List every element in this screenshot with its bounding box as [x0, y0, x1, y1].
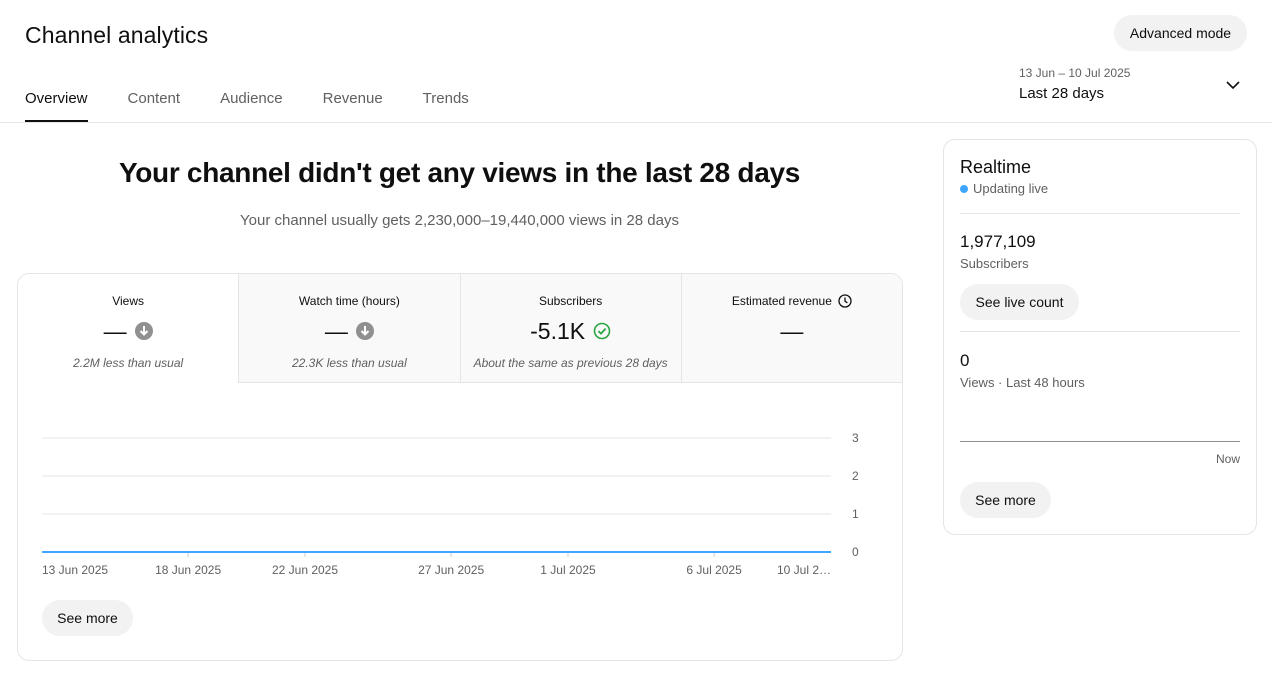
- tab-overview[interactable]: Overview: [25, 86, 88, 123]
- summary-subtext: Your channel usually gets 2,230,000–19,4…: [240, 212, 679, 229]
- metric-value: -5.1K: [530, 317, 586, 344]
- metric-tabs: Views — 2.2M less than usual Watch time …: [18, 274, 902, 383]
- tab-revenue[interactable]: Revenue: [322, 90, 383, 107]
- metric-value: —: [103, 317, 127, 344]
- overview-chart-card: Views — 2.2M less than usual Watch time …: [17, 273, 903, 661]
- chevron-down-icon[interactable]: [1226, 80, 1240, 90]
- metric-views[interactable]: Views — 2.2M less than usual: [18, 274, 239, 383]
- header-divider: [0, 122, 1272, 123]
- date-range-dates: 13 Jun – 10 Jul 2025: [1019, 66, 1131, 80]
- metric-note: About the same as previous 28 days: [473, 356, 668, 370]
- metric-estimated-revenue[interactable]: Estimated revenue —: [680, 274, 902, 383]
- tab-bar: Overview Content Audience Revenue Trends: [25, 86, 509, 123]
- metric-label: Watch time (hours): [298, 294, 400, 308]
- date-range-picker[interactable]: 13 Jun – 10 Jul 2025 Last 28 days: [1019, 66, 1244, 110]
- live-dot-icon: [960, 184, 968, 193]
- x-tick-label: 18 Jun 2025: [155, 563, 221, 577]
- page-title: Channel analytics: [25, 22, 209, 48]
- metric-value: —: [780, 317, 804, 344]
- y-tick-label: 0: [852, 545, 859, 559]
- metric-subscribers[interactable]: Subscribers -5.1K About the same as prev…: [459, 274, 681, 383]
- divider: [960, 331, 1240, 332]
- chart-see-more-button[interactable]: See more: [42, 600, 133, 636]
- realtime-now-label: Now: [1215, 452, 1240, 466]
- metric-label: Views: [112, 294, 145, 308]
- clock-icon: [838, 294, 852, 308]
- realtime-views-label: Views · Last 48 hours: [960, 375, 1085, 390]
- y-tick-label: 3: [852, 431, 859, 445]
- x-tick-label: 10 Jul 2…: [777, 563, 831, 577]
- x-tick-label: 22 Jun 2025: [272, 563, 338, 577]
- tab-trends[interactable]: Trends: [422, 90, 469, 107]
- tab-audience[interactable]: Audience: [220, 90, 283, 107]
- realtime-card: Realtime Updating live 1,977,109 Subscri…: [943, 139, 1257, 535]
- x-tick-label: 13 Jun 2025: [42, 563, 108, 577]
- metric-value: —: [324, 317, 348, 344]
- metric-label: Subscribers: [538, 294, 603, 308]
- live-indicator: Updating live: [960, 181, 1048, 196]
- y-tick-label: 2: [852, 469, 859, 483]
- x-tick-label: 27 Jun 2025: [418, 563, 484, 577]
- subscriber-label: Subscribers: [960, 256, 1029, 271]
- check-circle-icon: [593, 322, 611, 340]
- realtime-views-count: 0: [960, 351, 970, 370]
- x-tick-label: 6 Jul 2025: [686, 563, 742, 577]
- arrow-down-circle-icon: [134, 322, 153, 340]
- see-live-count-button[interactable]: See live count: [960, 284, 1079, 320]
- realtime-title: Realtime: [960, 157, 1032, 177]
- views-line-chart: 3 2 1 0 13 Jun 2025 18 Jun 2025 22 Jun 2025 27 …: [42, 431, 859, 577]
- arrow-down-circle-icon: [355, 322, 374, 340]
- summary-headline: Your channel didn't get any views in the…: [118, 157, 801, 188]
- realtime-chart-baseline: [960, 441, 1240, 442]
- metric-label-row: Estimated revenue: [732, 294, 852, 308]
- tab-content[interactable]: Content: [127, 90, 181, 107]
- advanced-mode-button[interactable]: Advanced mode: [1114, 15, 1247, 51]
- x-tick-label: 1 Jul 2025: [540, 563, 596, 577]
- metric-watch-time[interactable]: Watch time (hours) — 22.3K less than usu…: [238, 274, 460, 383]
- realtime-see-more-button[interactable]: See more: [960, 482, 1051, 518]
- date-range-label: Last 28 days: [1019, 85, 1105, 102]
- live-label: Updating live: [973, 181, 1049, 196]
- metric-note: 22.3K less than usual: [292, 356, 407, 370]
- y-tick-label: 1: [852, 507, 859, 521]
- subscriber-count: 1,977,109: [960, 232, 1036, 251]
- metric-note: 2.2M less than usual: [73, 356, 184, 370]
- metric-label: Estimated revenue: [731, 294, 832, 308]
- divider: [960, 213, 1240, 214]
